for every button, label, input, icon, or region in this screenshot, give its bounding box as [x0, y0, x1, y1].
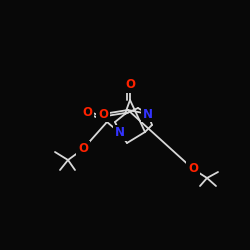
Text: O: O: [82, 106, 92, 120]
Text: O: O: [98, 108, 108, 120]
Text: O: O: [188, 162, 198, 175]
Text: N: N: [143, 108, 153, 120]
Text: N: N: [115, 126, 125, 140]
Text: O: O: [125, 78, 135, 92]
Text: O: O: [78, 142, 88, 156]
